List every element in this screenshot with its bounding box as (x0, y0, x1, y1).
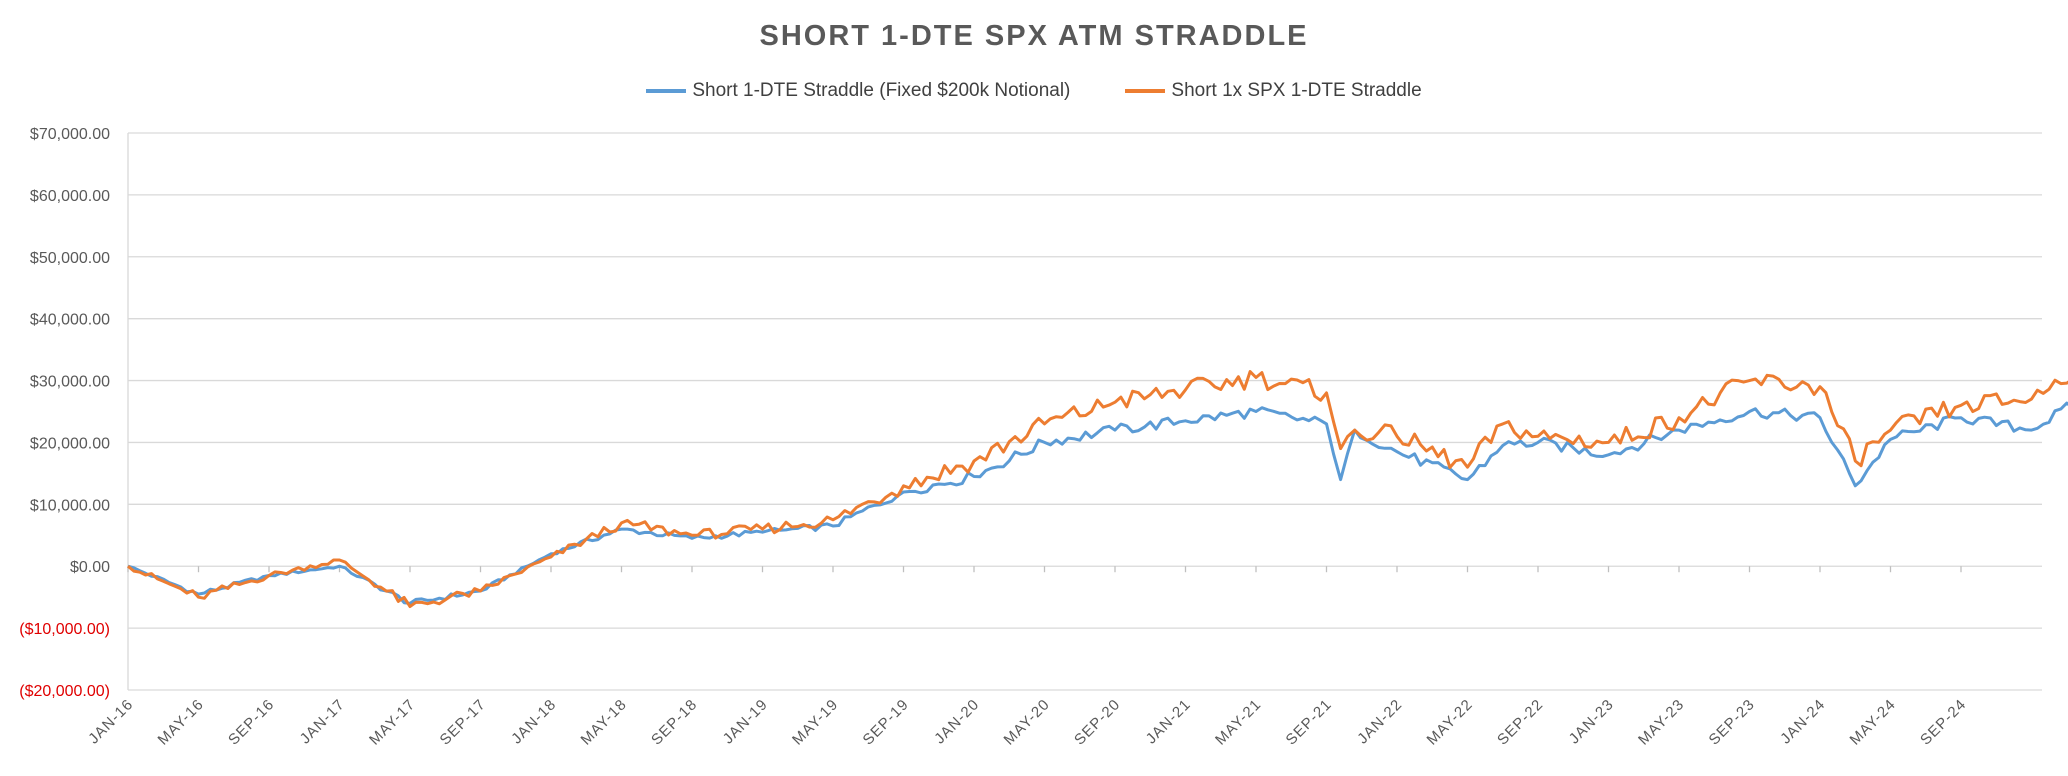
legend-label-series-1: Short 1-DTE Straddle (Fixed $200k Notion… (692, 80, 1071, 101)
x-tick-label: JAN-22 (1354, 696, 1406, 748)
x-tick-label: SEP-23 (1706, 696, 1759, 749)
y-tick-label: $40,000.00 (30, 312, 110, 329)
y-tick-label: $70,000.00 (30, 126, 110, 143)
x-tick-label: MAY-21 (1212, 696, 1265, 749)
x-tick-label: SEP-20 (1071, 696, 1124, 749)
x-tick-label: MAY-17 (366, 696, 419, 749)
x-axis-labels: JAN-16 MAY-16 SEP-16 JAN-17 MAY-17 SEP-17 JAN-… (85, 696, 1970, 749)
x-tick-label: JAN-20 (931, 696, 983, 748)
legend-item-series-2[interactable]: Short 1x SPX 1-DTE Straddle (1125, 80, 1422, 102)
legend: Short 1-DTE Straddle (Fixed $200k Notion… (0, 80, 2068, 102)
y-axis-labels: $70,000.00 $60,000.00 $50,000.00 $40,000.00… (19, 126, 110, 700)
y-tick-label: $10,000.00 (30, 497, 110, 514)
x-tick-label: JAN-21 (1143, 696, 1195, 748)
x-axis-ticks (127, 566, 1962, 573)
x-tick-label: SEP-22 (1494, 696, 1547, 749)
y-tick-label: $50,000.00 (30, 250, 110, 267)
y-tick-label: $20,000.00 (30, 435, 110, 452)
x-tick-label: SEP-17 (437, 696, 490, 749)
x-tick-label: SEP-24 (1917, 696, 1970, 749)
legend-label-series-2: Short 1x SPX 1-DTE Straddle (1171, 80, 1422, 101)
x-tick-label: MAY-24 (1847, 696, 1900, 749)
x-tick-label: JAN-19 (720, 696, 772, 748)
x-tick-label: JAN-17 (297, 696, 349, 748)
y-tick-label: ($10,000.00) (19, 621, 110, 638)
x-tick-label: JAN-18 (508, 696, 560, 748)
x-tick-label: SEP-19 (860, 696, 913, 749)
x-tick-label: MAY-16 (155, 696, 208, 749)
x-tick-label: MAY-19 (789, 696, 842, 749)
legend-swatch-series-1 (646, 89, 687, 93)
chart-title: SHORT 1-DTE SPX ATM STRADDLE (759, 20, 1309, 52)
x-tick-label: MAY-20 (1001, 696, 1054, 749)
y-tick-label: $30,000.00 (30, 374, 110, 391)
gridlines (127, 132, 2042, 691)
x-tick-label: MAY-18 (578, 696, 631, 749)
legend-item-series-1[interactable]: Short 1-DTE Straddle (Fixed $200k Notion… (646, 80, 1070, 102)
series-lines (127, 370, 2068, 608)
series-line-1x-spx (127, 370, 2068, 608)
y-tick-label: $0.00 (70, 559, 110, 576)
legend-swatch-series-2 (1125, 89, 1166, 93)
x-tick-label: JAN-23 (1566, 696, 1618, 748)
x-tick-label: MAY-23 (1635, 696, 1688, 749)
x-tick-label: JAN-24 (1777, 696, 1829, 748)
x-tick-label: SEP-21 (1283, 696, 1336, 749)
series-line-fixed-notional (127, 401, 2068, 605)
y-tick-label: $60,000.00 (30, 188, 110, 205)
x-tick-label: MAY-22 (1424, 696, 1477, 749)
x-tick-label: SEP-18 (648, 696, 701, 749)
y-tick-label: ($20,000.00) (19, 683, 110, 700)
x-tick-label: JAN-16 (85, 696, 137, 748)
x-tick-label: SEP-16 (225, 696, 278, 749)
